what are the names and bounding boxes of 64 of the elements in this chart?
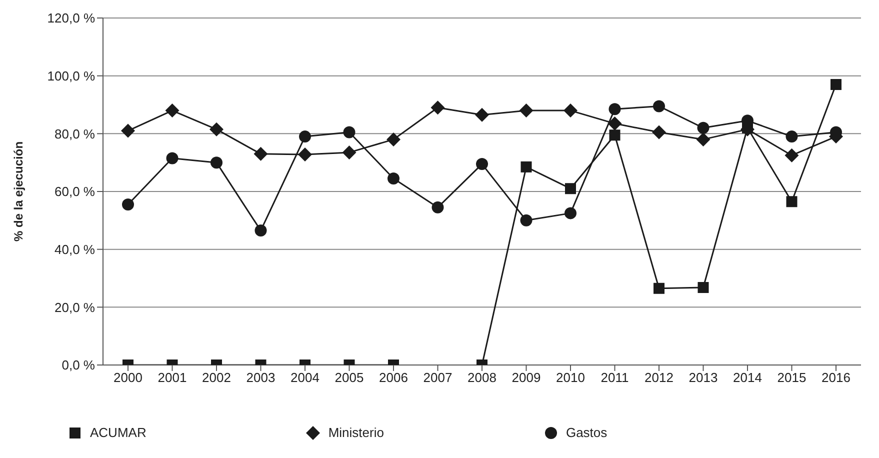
x-tick-label: 2005: [334, 370, 364, 386]
y-tick-label: 40,0 %: [54, 242, 96, 257]
x-tick-label: 2006: [379, 370, 408, 386]
legend-label: ACUMAR: [90, 425, 146, 440]
point: [342, 145, 356, 160]
point: [298, 147, 312, 162]
point: [430, 100, 445, 115]
point: [122, 198, 134, 211]
x-tick-label: 2012: [644, 370, 674, 386]
point: [608, 116, 622, 131]
point: [165, 104, 180, 118]
legend-label: Ministerio: [328, 425, 384, 440]
point: [609, 130, 620, 141]
point: [386, 132, 400, 146]
x-tick-label: 2002: [202, 370, 231, 386]
x-tick-label: 2007: [423, 370, 452, 386]
point: [520, 214, 532, 226]
point: [432, 201, 444, 214]
x-tick-label: 2010: [556, 370, 585, 386]
y-tick-label: 100,0 %: [47, 68, 96, 84]
x-tick-label: 2014: [733, 370, 762, 386]
point: [210, 156, 222, 169]
y-tick-label: 20,0 %: [54, 300, 96, 315]
point: [653, 100, 665, 112]
x-tick-label: 2004: [290, 370, 320, 386]
point: [166, 152, 178, 164]
point: [786, 130, 798, 143]
point: [210, 122, 224, 136]
y-axis-title: % de la ejecución: [11, 141, 26, 242]
point: [784, 148, 799, 162]
x-tick-label: 2016: [822, 370, 850, 386]
point: [786, 196, 798, 208]
point: [299, 130, 311, 143]
x-tick-label: 2008: [468, 370, 496, 386]
x-tick-label: 2015: [777, 370, 806, 386]
point: [520, 161, 532, 172]
point: [696, 132, 710, 146]
point: [654, 282, 664, 294]
x-tick-label: 2003: [246, 370, 276, 386]
point: [652, 125, 666, 140]
point: [254, 224, 267, 237]
point: [564, 104, 578, 118]
point: [343, 126, 356, 138]
point: [519, 104, 534, 118]
point: [565, 183, 576, 194]
point: [564, 207, 576, 220]
point: [475, 108, 489, 122]
point: [476, 158, 488, 170]
point: [830, 79, 842, 90]
x-tick-label: 2009: [512, 370, 541, 386]
point: [608, 103, 621, 116]
y-tick-label: 60,0 %: [54, 184, 96, 200]
x-tick-label: 2011: [600, 370, 629, 386]
y-tick-label: 120,0 %: [47, 10, 96, 26]
point: [121, 124, 135, 138]
x-tick-label: 2000: [114, 370, 142, 386]
point: [388, 172, 400, 184]
x-tick-label: 2013: [688, 370, 718, 386]
point: [697, 122, 710, 134]
x-tick-label: 2001: [158, 370, 187, 386]
legend-label: Gastos: [566, 425, 608, 440]
point: [254, 146, 268, 161]
y-tick-label: 80,0 %: [54, 126, 96, 142]
y-tick-label: 0,0 %: [62, 358, 96, 373]
